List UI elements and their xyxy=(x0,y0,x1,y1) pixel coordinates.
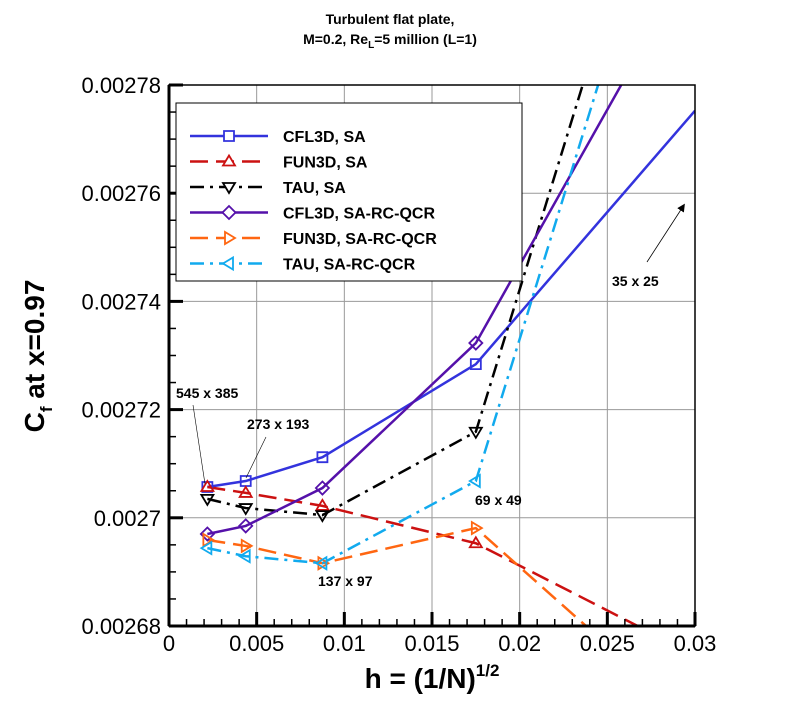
legend-swatch-marker xyxy=(224,230,237,246)
x-tick-label: 0.015 xyxy=(404,631,459,656)
data-point xyxy=(316,451,329,464)
series-line xyxy=(207,485,639,626)
chart-title-line1: Turbulent flat plate, xyxy=(326,11,455,27)
legend-label: FUN3D, SA xyxy=(283,155,368,172)
annotation-545x385: 545 x 385 xyxy=(176,385,238,401)
x-tick-label: 0.03 xyxy=(674,631,717,656)
annotation-arrow xyxy=(646,203,685,263)
series-line xyxy=(207,85,623,536)
series-line xyxy=(207,85,584,517)
legend-swatch-marker xyxy=(221,255,234,272)
data-point xyxy=(314,555,328,571)
y-axis-label: Cf at x=0.97 xyxy=(19,280,56,433)
x-axis-label: h = (1/N)1/2 xyxy=(365,661,500,694)
legend-label: CFL3D, SA xyxy=(283,129,366,146)
x-tick-label: 0 xyxy=(163,631,175,656)
data-point xyxy=(199,540,213,556)
data-point xyxy=(314,510,331,523)
data-point xyxy=(237,548,251,564)
annotation-137x97: 137 x 97 xyxy=(318,573,373,589)
data-point xyxy=(240,538,254,554)
x-tick-label: 0.025 xyxy=(580,631,635,656)
legend-swatch-marker xyxy=(223,130,235,142)
annotation-leader xyxy=(192,404,206,485)
ticks: 0 0.005 0.01 0.015 0.02 0.025 0.03 0.00268 0.002… xyxy=(81,73,716,656)
markers-group xyxy=(199,335,484,571)
data-point xyxy=(199,526,216,542)
y-tick-label: 0.00268 xyxy=(81,614,161,639)
data-point xyxy=(239,475,252,487)
legend-label: TAU, SA-RC-QCR xyxy=(283,257,416,274)
x-tick-label: 0.02 xyxy=(498,631,541,656)
data-point xyxy=(468,426,484,440)
data-point xyxy=(199,493,215,507)
series-group xyxy=(207,85,695,626)
legend-label: FUN3D, SA-RC-QCR xyxy=(283,231,437,248)
data-point xyxy=(468,535,484,549)
data-point xyxy=(199,479,215,492)
data-point xyxy=(238,503,254,516)
x-tick-label: 0.005 xyxy=(229,631,284,656)
legend-swatch-marker xyxy=(221,153,237,167)
series-line xyxy=(207,526,587,626)
series-line xyxy=(207,109,695,489)
legend: CFL3D, SA FUN3D, SA TAU, SA CFL3D, SA-RC-QC… xyxy=(175,102,523,282)
legend-label: CFL3D, SA-RC-QCR xyxy=(283,206,435,223)
legend-swatch-marker xyxy=(221,182,237,195)
data-point xyxy=(238,485,254,498)
data-point xyxy=(314,480,331,496)
x-tick-label: 0.01 xyxy=(323,631,366,656)
data-point xyxy=(314,498,331,511)
data-point xyxy=(468,473,481,489)
y-tick-label: 0.00272 xyxy=(81,398,161,423)
y-tick-label: 0.0027 xyxy=(94,506,161,531)
annotations: 545 x 385 273 x 193 137 x 97 69 x 49 35 … xyxy=(176,203,685,589)
annotation-leader xyxy=(245,436,267,479)
data-point xyxy=(237,518,254,534)
y-tick-label: 0.00278 xyxy=(81,73,161,98)
y-tick-label: 0.00276 xyxy=(81,181,161,206)
series-line xyxy=(207,85,600,565)
legend-swatch-marker xyxy=(221,204,237,221)
annotation-273x193: 273 x 193 xyxy=(247,416,309,432)
data-point xyxy=(468,335,484,351)
annotation-69x49: 69 x 49 xyxy=(475,492,522,508)
y-tick-label: 0.00274 xyxy=(81,289,161,314)
data-point xyxy=(469,358,482,371)
data-point xyxy=(317,555,331,571)
annotation-35x25: 35 x 25 xyxy=(612,273,659,289)
chart-title-line2: M=0.2, ReL=5 million (L=1) xyxy=(303,31,477,51)
legend-label: TAU, SA xyxy=(283,180,346,197)
data-point xyxy=(470,520,484,536)
